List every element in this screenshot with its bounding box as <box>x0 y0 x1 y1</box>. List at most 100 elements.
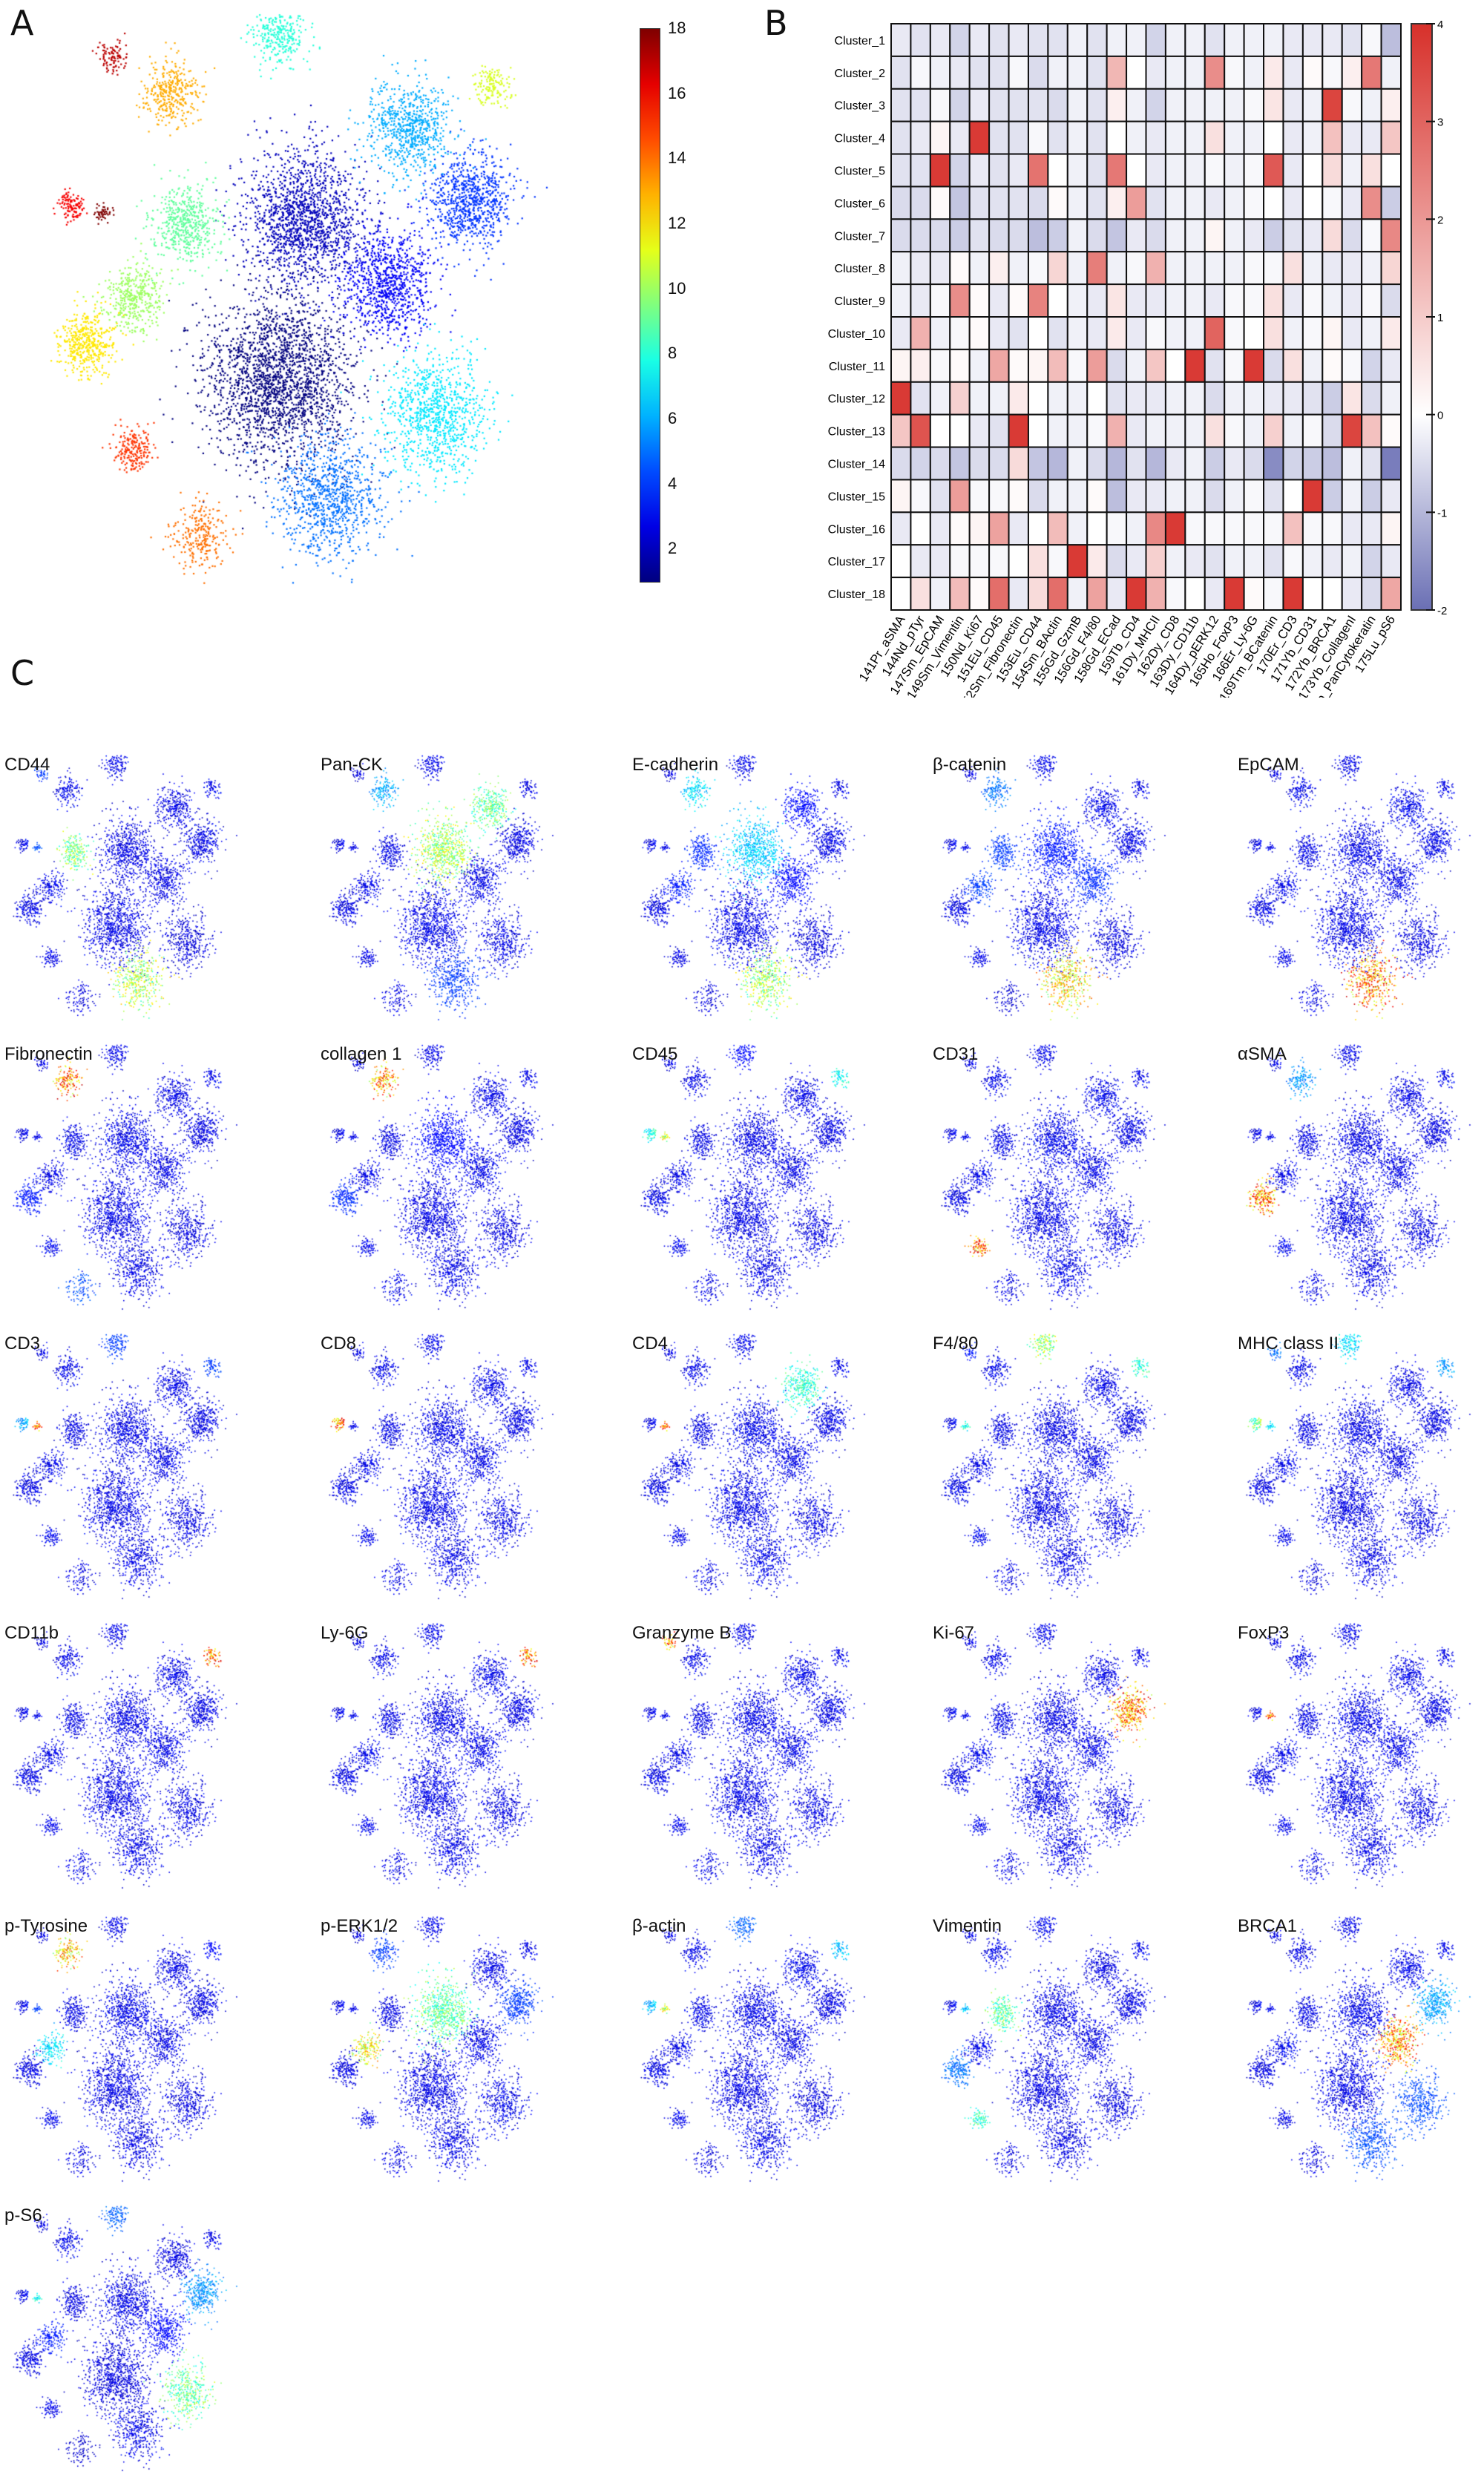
marker-heatmap: Cluster_1 Cluster_2 Cluster_3 Cluster_4 Clus… <box>828 19 1448 698</box>
marker-tsne-plot <box>321 746 565 1035</box>
heatmap-cell <box>1047 283 1068 318</box>
heatmap-cell <box>1224 348 1245 383</box>
marker-tsne-plot <box>1238 1325 1483 1614</box>
heatmap-row-label: Cluster_7 <box>835 230 886 243</box>
heatmap-cell <box>1164 413 1186 448</box>
marker-label: FoxP3 <box>1238 1623 1290 1643</box>
heatmap-cell <box>1282 544 1304 579</box>
heatmap-cell <box>1086 413 1108 448</box>
heatmap-cell <box>1380 55 1402 90</box>
heatmap-cell <box>949 348 971 383</box>
heatmap-cell <box>1184 283 1206 318</box>
heatmap-cell <box>1361 446 1382 481</box>
heatmap-cell <box>1380 348 1402 383</box>
marker-label: β-actin <box>632 1916 686 1936</box>
heatmap-cell <box>1263 413 1284 448</box>
heatmap-cell <box>1301 186 1324 220</box>
heatmap-cell <box>1164 577 1186 611</box>
heatmap-cell <box>1027 544 1049 579</box>
heatmap-cell <box>1126 446 1147 481</box>
heatmap-cell <box>910 446 931 481</box>
heatmap-cell <box>1204 413 1226 448</box>
heatmap-cell <box>1204 577 1226 611</box>
marker-tsne-plot <box>1238 746 1483 1035</box>
heatmap-cell <box>1066 316 1089 350</box>
heatmap-cell <box>1126 348 1147 383</box>
heatmap-cell <box>1322 23 1343 57</box>
heatmap-cell <box>1086 348 1108 383</box>
heatmap-cell <box>1008 120 1029 155</box>
heatmap-cell <box>1184 413 1206 448</box>
heatmap-cell <box>890 316 912 350</box>
heatmap-cell <box>1066 479 1089 514</box>
heatmap-cell <box>1204 88 1226 122</box>
heatmap-row-label: Cluster_17 <box>828 556 885 568</box>
heatmap-cell <box>1282 577 1304 611</box>
heatmap-cell <box>1341 381 1363 416</box>
heatmap-cell <box>1204 55 1226 90</box>
heatmap-cell <box>1301 413 1324 448</box>
heatmap-cell <box>1204 186 1226 220</box>
heatmap-cell <box>1224 55 1245 90</box>
colorbar-tick-label: 18 <box>668 19 686 37</box>
heatmap-cell <box>1263 218 1284 253</box>
heatmap-cell <box>910 381 931 416</box>
heatmap-cell <box>949 544 971 579</box>
heatmap-cell <box>1243 218 1265 253</box>
heatmap-cell <box>1164 381 1186 416</box>
heatmap-cell <box>929 218 951 253</box>
heatmap-cell <box>1145 381 1166 416</box>
heatmap-cell <box>988 218 1010 253</box>
heatmap-cell <box>1164 446 1186 481</box>
heatmap-cell <box>1263 23 1284 57</box>
heatmap-cell <box>1008 88 1029 122</box>
heatmap-cell <box>1301 120 1324 155</box>
heatmap-cell <box>1322 413 1343 448</box>
heatmap-cell <box>1047 251 1068 286</box>
heatmap-cell <box>1322 348 1343 383</box>
heatmap-cell <box>1263 186 1284 220</box>
colorbar-tick-label: 16 <box>668 83 686 102</box>
heatmap-cell <box>1380 88 1402 122</box>
heatmap-cell <box>1145 446 1166 481</box>
heatmap-cell <box>1008 577 1029 611</box>
heatmap-cell <box>929 446 951 481</box>
marker-label: MHC class II <box>1238 1334 1339 1354</box>
heatmap-cell <box>1380 577 1402 611</box>
heatmap-cell <box>1263 283 1284 318</box>
heatmap-cell <box>1322 283 1343 318</box>
heatmap-cell <box>1184 381 1206 416</box>
heatmap-cell <box>1204 446 1226 481</box>
heatmap-cell <box>1380 316 1402 350</box>
heatmap-cell <box>1106 88 1128 122</box>
heatmap-row-label: Cluster_5 <box>835 165 886 178</box>
heatmap-cell <box>949 120 971 155</box>
heatmap-cell <box>1008 283 1029 318</box>
heatmap-cell <box>1341 283 1363 318</box>
heatmap-cell <box>1243 23 1265 57</box>
heatmap-cell <box>1066 511 1089 546</box>
heatmap-cell <box>1066 186 1089 220</box>
colorbar-tick-label: 0 <box>1437 410 1443 422</box>
heatmap-cell <box>1243 283 1265 318</box>
heatmap-cell <box>1164 186 1186 220</box>
heatmap-cell <box>1145 55 1166 90</box>
heatmap-cell <box>910 251 931 286</box>
heatmap-cell <box>1008 23 1029 57</box>
heatmap-cell <box>988 381 1010 416</box>
heatmap-cell <box>1322 544 1343 579</box>
heatmap-cell <box>929 348 951 383</box>
heatmap-cell <box>929 511 951 546</box>
heatmap-cell <box>1106 577 1128 611</box>
heatmap-cell <box>1380 251 1402 286</box>
heatmap-cell <box>1380 511 1402 546</box>
heatmap-cell <box>1361 511 1382 546</box>
heatmap-cell <box>1322 577 1343 611</box>
heatmap-cell <box>910 577 931 611</box>
heatmap-cell <box>1263 88 1284 122</box>
marker-label: CD44 <box>4 755 50 775</box>
heatmap-cell <box>1027 511 1049 546</box>
heatmap-cell <box>1341 153 1363 188</box>
heatmap-cell <box>1184 153 1206 188</box>
tsne-cluster-scatter <box>37 4 571 613</box>
